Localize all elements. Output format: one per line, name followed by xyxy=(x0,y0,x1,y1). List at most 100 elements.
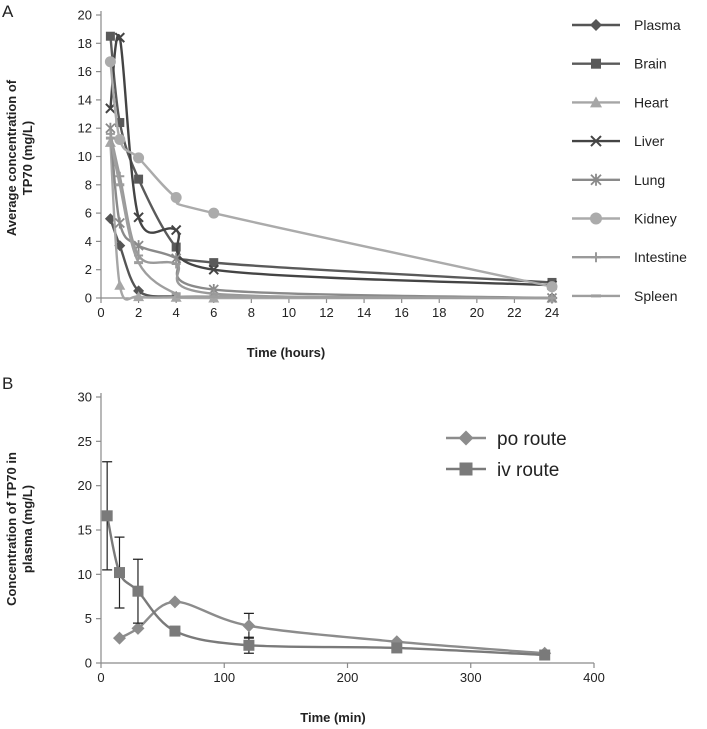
x-tick-label: 100 xyxy=(213,670,235,685)
legend-marker xyxy=(590,173,602,186)
panel-a-x-axis-title: Time (hours) xyxy=(247,345,326,360)
data-point xyxy=(105,31,115,41)
data-point xyxy=(114,279,126,290)
x-tick-label: 0 xyxy=(97,305,104,320)
legend-marker xyxy=(590,135,602,147)
y-tick-label: 14 xyxy=(78,92,92,107)
legend-marker xyxy=(590,19,602,31)
data-point xyxy=(547,296,557,300)
data-point xyxy=(133,212,144,223)
data-point xyxy=(169,625,181,637)
x-tick-label: 12 xyxy=(319,305,333,320)
x-tick-label: 18 xyxy=(432,305,446,320)
y-tick-label: 10 xyxy=(78,149,92,164)
y-tick-label: 0 xyxy=(85,656,92,671)
legend-marker xyxy=(590,212,602,225)
x-tick-label: 22 xyxy=(507,305,521,320)
x-tick-label: 200 xyxy=(337,670,359,685)
data-point xyxy=(170,224,182,236)
data-point xyxy=(101,510,113,522)
data-point xyxy=(134,174,144,184)
data-point xyxy=(134,261,144,265)
y-tick-label: 20 xyxy=(78,478,92,493)
data-point xyxy=(114,134,126,146)
data-point xyxy=(209,258,219,268)
y-tick-label: 0 xyxy=(85,291,92,306)
legend-item: Plasma xyxy=(572,17,681,33)
x-tick-label: 16 xyxy=(394,305,408,320)
series-line xyxy=(118,600,545,655)
data-point xyxy=(105,103,116,114)
data-point xyxy=(243,639,255,651)
legend-label: Plasma xyxy=(634,17,681,33)
data-point xyxy=(208,264,219,275)
legend-label: Heart xyxy=(634,94,668,110)
legend-marker xyxy=(591,294,601,298)
y-tick-label: 2 xyxy=(85,262,92,277)
x-tick-label: 20 xyxy=(470,305,484,320)
legend-label: Intestine xyxy=(634,249,687,265)
x-tick-label: 10 xyxy=(282,305,296,320)
x-tick-label: 6 xyxy=(210,305,217,320)
legend-label: Brain xyxy=(634,56,667,72)
data-point xyxy=(104,56,116,68)
panel-b-x-axis-title: Time (min) xyxy=(300,710,366,725)
data-point xyxy=(171,292,181,296)
legend-item: iv route xyxy=(446,460,559,481)
series-lung xyxy=(105,122,558,304)
y-tick-label: 30 xyxy=(78,390,92,405)
x-tick-label: 8 xyxy=(248,305,255,320)
data-point xyxy=(171,259,181,269)
x-tick-label: 300 xyxy=(460,670,482,685)
data-point xyxy=(168,595,182,609)
panel-a-y-axis-title-line1: Average concentration of xyxy=(4,79,19,236)
legend-label: Liver xyxy=(634,133,665,149)
y-tick-label: 4 xyxy=(85,234,92,249)
legend-item: Liver xyxy=(572,133,665,149)
x-tick-label: 400 xyxy=(583,670,605,685)
legend-marker xyxy=(459,462,473,476)
legend-label: Lung xyxy=(634,172,665,188)
legend-item: Brain xyxy=(572,56,667,72)
legend-item: Intestine xyxy=(572,249,687,265)
legend-item: Spleen xyxy=(572,288,678,304)
legend-marker xyxy=(458,430,474,446)
series-kidney xyxy=(104,56,558,293)
legend-marker xyxy=(591,252,601,263)
data-point xyxy=(208,207,220,219)
data-point xyxy=(132,585,144,597)
series-brain xyxy=(105,31,557,287)
data-point xyxy=(391,642,403,654)
x-tick-label: 0 xyxy=(97,670,104,685)
legend-label: Spleen xyxy=(634,288,678,304)
panel-b-letter: B xyxy=(2,374,13,393)
legend-label: iv route xyxy=(497,460,559,481)
y-tick-label: 8 xyxy=(85,177,92,192)
y-tick-label: 18 xyxy=(78,36,92,51)
x-tick-label: 24 xyxy=(545,305,559,320)
legend-label: po route xyxy=(497,429,567,450)
legend-label: Kidney xyxy=(634,211,677,227)
x-tick-label: 14 xyxy=(357,305,371,320)
data-point xyxy=(131,621,145,635)
y-tick-label: 16 xyxy=(78,64,92,79)
series-iv-route xyxy=(101,461,551,661)
data-point xyxy=(133,291,145,302)
data-point xyxy=(133,152,145,164)
legend-item: po route xyxy=(446,429,567,450)
y-tick-label: 20 xyxy=(78,8,92,23)
data-point xyxy=(539,649,551,661)
data-point xyxy=(115,183,125,187)
y-tick-label: 25 xyxy=(78,434,92,449)
y-tick-label: 10 xyxy=(78,567,92,582)
data-point xyxy=(105,136,115,140)
data-point xyxy=(112,631,126,645)
data-point xyxy=(114,217,125,229)
legend-item: Heart xyxy=(572,94,668,110)
data-point xyxy=(114,32,125,43)
y-tick-label: 12 xyxy=(78,121,92,136)
panel-a-y-axis-title-line2: TP70 (mg/L) xyxy=(20,121,35,195)
data-point xyxy=(115,118,125,128)
